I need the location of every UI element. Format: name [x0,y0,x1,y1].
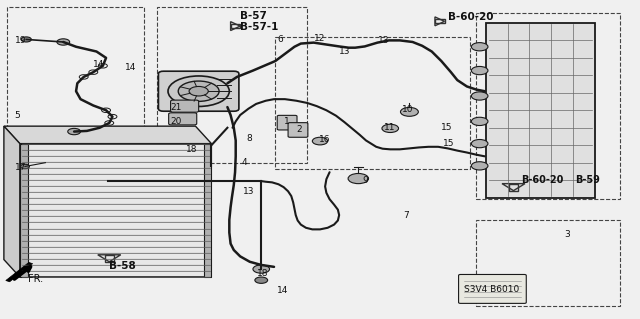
Bar [476,13,620,199]
Bar [20,144,28,277]
Text: 16: 16 [319,135,330,144]
Text: 17: 17 [15,163,26,172]
Circle shape [253,265,269,273]
Bar [157,7,307,163]
Polygon shape [4,126,211,144]
Bar [486,23,595,197]
Bar [204,144,211,277]
Circle shape [20,164,29,169]
Text: 14: 14 [276,286,288,295]
Text: B-59: B-59 [575,175,600,185]
Text: 18: 18 [257,269,269,278]
Bar [509,184,518,191]
FancyBboxPatch shape [171,100,198,112]
Circle shape [471,92,488,100]
Text: 14: 14 [125,63,136,72]
Circle shape [57,39,70,45]
Circle shape [21,37,31,42]
Bar [476,220,620,306]
FancyBboxPatch shape [159,71,239,111]
Bar [230,24,240,28]
Text: 3: 3 [564,230,570,239]
Polygon shape [6,263,33,282]
Text: 4: 4 [241,158,247,167]
Text: 15: 15 [443,139,454,148]
Circle shape [312,137,328,145]
Text: 7: 7 [403,211,409,219]
Bar [435,19,445,23]
Circle shape [189,86,208,96]
Text: 18: 18 [186,145,197,154]
Text: 13: 13 [339,47,351,56]
Text: 19: 19 [15,36,26,45]
Text: 14: 14 [93,60,105,69]
Text: B-58: B-58 [109,261,136,271]
Circle shape [178,81,219,101]
Text: 11: 11 [384,123,396,132]
Text: 21: 21 [170,103,181,112]
Text: 13: 13 [378,36,389,45]
Text: 2: 2 [296,125,302,134]
Text: 15: 15 [442,123,453,132]
Bar [275,37,470,169]
Text: 13: 13 [243,187,255,196]
Circle shape [255,277,268,283]
Circle shape [471,139,488,148]
Bar [7,7,145,163]
Text: FR.: FR. [28,274,43,284]
Bar [105,255,114,262]
Circle shape [401,108,419,116]
Text: B-60-20: B-60-20 [448,12,493,22]
FancyBboxPatch shape [169,113,196,125]
Text: 1: 1 [284,117,289,126]
Circle shape [382,124,399,132]
Bar [20,144,211,277]
FancyBboxPatch shape [277,115,297,130]
Text: 20: 20 [170,117,181,126]
Text: 10: 10 [402,105,413,114]
Circle shape [471,117,488,125]
FancyBboxPatch shape [288,123,308,137]
Circle shape [168,76,229,107]
Circle shape [68,128,81,135]
Text: B-57
B-57-1: B-57 B-57-1 [240,11,278,32]
Circle shape [471,43,488,51]
Circle shape [471,66,488,75]
Circle shape [471,162,488,170]
Polygon shape [4,126,20,277]
Text: 6: 6 [278,35,284,44]
Text: 9: 9 [363,176,369,185]
Text: 8: 8 [246,134,252,143]
Text: S3V4 B6010: S3V4 B6010 [464,285,519,294]
Circle shape [348,174,369,184]
Text: 12: 12 [314,34,325,43]
FancyBboxPatch shape [459,274,526,303]
Text: B-60-20: B-60-20 [521,175,564,185]
Text: 5: 5 [15,111,20,120]
